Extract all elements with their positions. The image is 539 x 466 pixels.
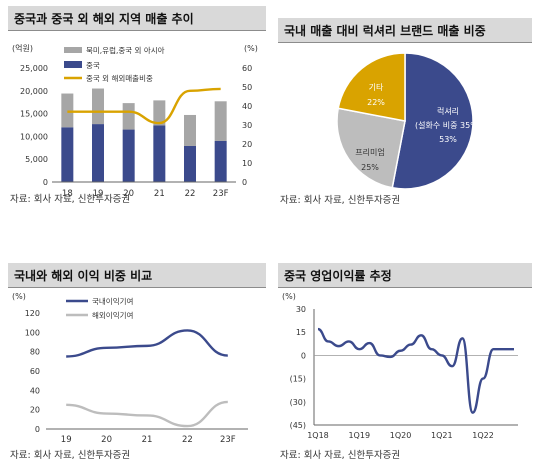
bar-china	[214, 140, 227, 182]
y-tick-label: 15,000	[20, 110, 48, 119]
y-tick-label: (15)	[290, 375, 306, 384]
bar-china	[61, 127, 74, 182]
y2-tick-label: 40	[242, 102, 252, 111]
pie-slice-other	[337, 52, 406, 122]
y-tick-label: 80	[30, 348, 40, 357]
x-tick-label: 1Q18	[307, 431, 329, 440]
panel-title-bar: 국내 매출 대비 럭셔리 브랜드 매출 비중	[278, 18, 532, 43]
line-overseas-share	[67, 87, 221, 125]
y-tick-label: 60	[30, 367, 40, 376]
panel-title-bar: 중국과 중국 외 해외 지역 매출 추이	[8, 6, 266, 31]
y2-tick-label: 20	[242, 140, 252, 149]
legend-swatch-other-regions	[64, 47, 82, 53]
y-tick-label: 40	[30, 386, 40, 395]
bar-other-regions	[122, 103, 135, 130]
legend-label-other-regions: 북미,유럽,중국 외 아시아	[86, 45, 165, 55]
x-tick-label: 1Q22	[472, 431, 494, 440]
x-tick-label: 19	[61, 435, 72, 445]
x-tick-label: 1Q21	[431, 431, 453, 440]
source-note: 자료: 회사 자료, 신한투자증권	[10, 194, 131, 205]
y-tick-label: 20,000	[20, 87, 48, 96]
y-tick-label: 0	[301, 351, 306, 360]
bar-other-regions	[153, 100, 166, 126]
source-note: 자료: 회사 자료, 신한투자증권	[280, 195, 401, 206]
chart-luxury-share: 럭셔리 (설화수 비중 35%) 53% 프리미엄 25% 기타 22%	[336, 52, 481, 190]
y2-tick-label: 0	[242, 178, 247, 187]
x-tick-label: 22	[182, 435, 193, 445]
x-tick-label: 23F	[213, 189, 229, 199]
pie-label-premium: 프리미엄	[355, 147, 384, 157]
y2-tick-label: 10	[242, 159, 252, 168]
x-tick-label: 18	[62, 189, 73, 199]
bar-other-regions	[184, 114, 196, 146]
line-domestic	[66, 329, 228, 358]
y2-tick-label: 30	[242, 121, 252, 130]
bar-other-regions	[214, 101, 227, 141]
y-axis-unit: (%)	[282, 292, 296, 301]
panel-title: 국내와 해외 이익 비중 비교	[14, 269, 153, 283]
panel-title-bar: 중국 영업이익률 추정	[278, 263, 532, 288]
pie-value-other: 22%	[367, 98, 385, 107]
y-tick-label: 5,000	[25, 155, 48, 164]
y-tick-label: 25,000	[20, 64, 48, 73]
panel-title: 중국 영업이익률 추정	[284, 269, 392, 283]
y-tick-label: 15	[296, 328, 306, 337]
y-tick-label: 0	[35, 425, 40, 434]
chart-profit-share: (%) 0 20 40 60 80 100 120 19 20 21 22 23F 국내이익기여해외이익기…	[12, 292, 248, 445]
line-china-margin	[317, 327, 514, 414]
legend-label-domestic: 국내이익기여	[92, 296, 133, 306]
y-tick-label: 20	[30, 406, 40, 415]
y-tick-label: (30)	[290, 398, 306, 407]
y-tick-label: 120	[25, 309, 40, 318]
panel-revenue-trend: 중국과 중국 외 해외 지역 매출 추이 (억원) (%) 0 5,000 10,000…	[8, 6, 266, 206]
pie-slice-premium	[336, 107, 406, 189]
x-tick-label: 19	[93, 189, 104, 199]
x-tick-label: 20	[101, 435, 112, 445]
panel-china-margin: 중국 영업이익률 추정 (%) (45) (30) (15) 0 15 30 1Q18 1Q19…	[278, 263, 532, 463]
legend-label-overseas: 해외이익기여	[92, 310, 133, 320]
y-tick-label: 100	[25, 328, 40, 337]
y2-tick-label: 50	[242, 83, 252, 92]
panel-profit-share: 국내와 해외 이익 비중 비교 (%) 0 20 40 60 80 100 120 19 20 21…	[8, 263, 266, 463]
y-axis-unit: (%)	[12, 292, 26, 301]
x-tick-label: 1Q19	[348, 431, 370, 440]
y-tick-label: (45)	[290, 421, 306, 430]
panel-title: 국내 매출 대비 럭셔리 브랜드 매출 비중	[284, 24, 486, 38]
x-tick-label: 21	[142, 435, 153, 445]
pie-value-premium: 25%	[361, 163, 379, 172]
panel-luxury-share: 국내 매출 대비 럭셔리 브랜드 매출 비중 럭셔리 (설화수 비중 35%) 53…	[278, 18, 532, 206]
pie-sublabel-luxury: (설화수 비중 35%)	[415, 120, 481, 130]
line-overseas	[66, 400, 228, 428]
y-axis-unit: (억원)	[12, 43, 33, 53]
chart-china-margin: (%) (45) (30) (15) 0 15 30 1Q18 1Q19 1Q20 1Q21 1Q22	[282, 292, 518, 440]
source-note: 자료: 회사 자료, 신한투자증권	[280, 450, 401, 461]
panel-title-bar: 국내와 해외 이익 비중 비교	[8, 263, 266, 288]
y-tick-label: 30	[296, 305, 306, 314]
legend-swatch-china	[64, 61, 82, 68]
bar-china	[153, 125, 166, 182]
pie-label-other: 기타	[369, 83, 384, 92]
x-tick-label: 1Q20	[390, 431, 412, 440]
x-tick-label: 21	[154, 189, 165, 199]
bar-other-regions	[92, 88, 104, 125]
pie-slice-luxury	[391, 52, 474, 190]
chart-revenue-trend: (억원) (%) 0 5,000 10,000 15,000 20,000 25,000 0 10…	[12, 43, 258, 199]
bar-china	[184, 145, 196, 182]
x-tick-label: 20	[123, 189, 134, 199]
bar-china	[122, 129, 135, 182]
bar-other-regions	[61, 93, 74, 128]
legend-label-china: 중국	[86, 61, 100, 70]
y2-axis-unit: (%)	[244, 44, 258, 53]
panel-title: 중국과 중국 외 해외 지역 매출 추이	[14, 12, 194, 26]
x-tick-label: 23F	[220, 435, 236, 445]
pie-value-luxury: 53%	[439, 135, 457, 144]
source-note: 자료: 회사 자료, 신한투자증권	[10, 450, 131, 461]
y-tick-label: 10,000	[20, 132, 48, 141]
y2-tick-label: 60	[242, 64, 252, 73]
pie-label-luxury: 럭셔리	[437, 106, 459, 116]
legend-label-overseas-share: 중국 외 해외매출비중	[86, 73, 153, 83]
x-tick-label: 22	[185, 189, 196, 199]
y-tick-label: 0	[43, 178, 48, 187]
bar-china	[92, 124, 104, 182]
